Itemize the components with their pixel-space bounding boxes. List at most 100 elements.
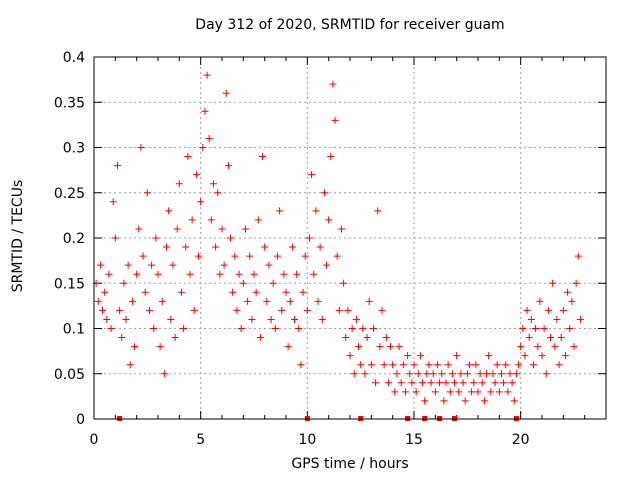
- data-point: [532, 325, 540, 332]
- data-point: [325, 216, 333, 224]
- data-point: [453, 352, 461, 360]
- data-point: [310, 270, 318, 278]
- data-point: [489, 370, 497, 378]
- data-point: [169, 261, 177, 269]
- data-point: [555, 361, 563, 369]
- data-point: [416, 352, 424, 360]
- data-point: [303, 306, 311, 314]
- data-point: [131, 343, 139, 351]
- data-point: [478, 379, 486, 387]
- data-point: [372, 379, 380, 387]
- data-point: [446, 388, 454, 396]
- data-point: [515, 361, 523, 369]
- y-tick-label: 0.3: [63, 141, 85, 157]
- data-point: [99, 306, 107, 314]
- data-point: [156, 343, 164, 351]
- y-tick-label: 0.05: [54, 367, 85, 383]
- data-point: [459, 379, 467, 387]
- data-point: [504, 388, 512, 396]
- data-point: [483, 370, 491, 378]
- data-point: [423, 370, 431, 378]
- data-point: [476, 370, 484, 378]
- data-point: [540, 325, 548, 332]
- data-point: [510, 397, 518, 405]
- data-point: [502, 361, 510, 369]
- data-point: [495, 388, 503, 396]
- y-tick-label: 0.1: [63, 322, 85, 338]
- data-point: [463, 370, 471, 378]
- data-point: [94, 297, 102, 305]
- y-tick-label: 0.15: [54, 276, 85, 292]
- data-point: [293, 270, 301, 278]
- data-point: [329, 80, 337, 88]
- data-point: [376, 343, 384, 351]
- data-point: [342, 334, 350, 342]
- data-point: [393, 370, 401, 378]
- data-point: [201, 107, 209, 115]
- data-point: [408, 379, 416, 387]
- data-point: [427, 379, 435, 387]
- data-point: [167, 315, 175, 323]
- x-tick-label: 20: [512, 432, 530, 448]
- data-point: [101, 288, 109, 296]
- data-point: [180, 325, 188, 332]
- data-point: [350, 370, 358, 378]
- data-point: [491, 379, 499, 387]
- data-point: [470, 379, 478, 387]
- data-point: [165, 207, 173, 215]
- data-point: [122, 315, 130, 323]
- data-point: [553, 315, 561, 323]
- data-point: [316, 243, 324, 251]
- data-point: [314, 297, 322, 305]
- data-point: [184, 153, 192, 161]
- data-point: [199, 144, 207, 151]
- data-point: [433, 361, 441, 369]
- data-point: [525, 334, 533, 342]
- data-point: [384, 379, 392, 387]
- data-point: [118, 334, 126, 342]
- data-point: [442, 379, 450, 387]
- data-point: [391, 388, 399, 396]
- data-point: [105, 270, 113, 278]
- data-point: [160, 370, 168, 378]
- data-point: [337, 225, 345, 233]
- data-point: [395, 343, 403, 351]
- data-point: [367, 361, 375, 369]
- data-point: [154, 270, 162, 278]
- tick-labels: 0 0.05 0.1 0.15 0.2 0.25 0.3 0.35 0.4 0 5 10 15 20: [54, 50, 530, 448]
- data-point: [218, 225, 226, 233]
- data-point: [570, 343, 578, 351]
- data-point: [299, 288, 307, 296]
- data-point: [261, 243, 269, 251]
- data-point: [574, 252, 582, 260]
- data-point: [152, 234, 160, 242]
- data-point: [352, 315, 360, 323]
- data-point: [139, 252, 147, 260]
- data-point: [538, 352, 546, 360]
- data-point: [512, 370, 520, 378]
- data-point: [551, 343, 559, 351]
- data-point: [186, 270, 194, 278]
- data-point: [406, 370, 414, 378]
- data-point: [444, 361, 452, 369]
- data-point: [335, 306, 343, 314]
- data-point: [472, 361, 480, 369]
- data-point: [103, 315, 111, 323]
- data-point: [263, 297, 271, 305]
- x-tick-label: 15: [405, 432, 423, 448]
- data-point: [158, 297, 166, 305]
- data-point: [451, 379, 459, 387]
- data-point: [222, 89, 230, 97]
- x-tick-label: 10: [298, 432, 316, 448]
- data-point: [369, 325, 377, 332]
- data-point: [500, 379, 508, 387]
- data-point: [323, 261, 331, 269]
- data-point: [291, 315, 299, 323]
- data-point: [143, 189, 151, 197]
- data-point: [346, 352, 354, 360]
- data-point: [436, 379, 444, 387]
- data-point: [468, 388, 476, 396]
- data-point: [389, 361, 397, 369]
- data-point: [440, 397, 448, 405]
- data-point: [327, 153, 335, 161]
